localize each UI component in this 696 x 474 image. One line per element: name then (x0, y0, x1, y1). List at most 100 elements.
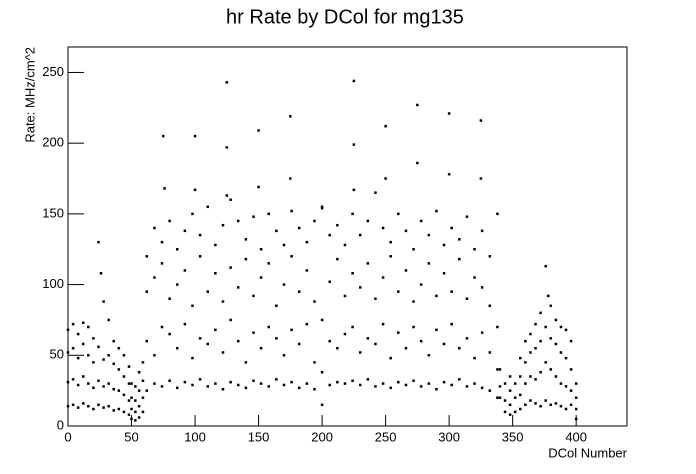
point (389, 240, 392, 244)
point (117, 368, 121, 371)
point (529, 351, 532, 354)
point (574, 382, 578, 385)
point (351, 325, 354, 329)
point (574, 417, 578, 421)
point (508, 389, 512, 392)
point (275, 378, 278, 381)
point (76, 383, 80, 387)
point (127, 399, 131, 402)
point (427, 233, 431, 237)
point (297, 342, 301, 346)
point (465, 385, 469, 388)
point (134, 385, 137, 388)
point (465, 337, 469, 340)
x-tick-label: 150 (248, 429, 270, 444)
point (145, 339, 149, 343)
point (503, 399, 507, 402)
point (259, 276, 263, 279)
point (244, 361, 248, 364)
point (503, 410, 507, 414)
point (435, 328, 438, 332)
point (137, 371, 141, 374)
point (153, 226, 156, 230)
point (465, 215, 469, 218)
x-tick-label: 50 (124, 429, 138, 444)
point (134, 410, 137, 414)
point (92, 386, 95, 390)
point (450, 226, 453, 230)
y-tick-label: 0 (57, 417, 64, 432)
point (134, 399, 137, 402)
point (102, 406, 105, 409)
point (102, 385, 105, 388)
point (412, 325, 415, 329)
point (160, 385, 164, 388)
point (546, 294, 550, 298)
point (513, 382, 517, 385)
point (554, 342, 558, 346)
point (137, 416, 141, 419)
point (130, 382, 133, 385)
point (87, 404, 90, 408)
point (358, 233, 362, 237)
point (214, 382, 217, 385)
point (374, 191, 377, 194)
point (544, 264, 547, 268)
point (168, 379, 171, 382)
point (366, 378, 370, 381)
point (221, 223, 225, 227)
point (529, 399, 532, 402)
point (352, 188, 356, 192)
point (544, 361, 547, 364)
point (358, 286, 362, 289)
point (236, 339, 240, 343)
point (496, 325, 499, 329)
point (569, 403, 573, 407)
point (488, 389, 492, 392)
point (519, 356, 522, 360)
point (122, 410, 126, 414)
point (404, 229, 408, 233)
point (81, 321, 85, 325)
point (191, 356, 194, 360)
point (473, 247, 476, 251)
point (275, 304, 278, 308)
point (76, 332, 80, 336)
y-tick-label: 100 (42, 276, 64, 291)
point (267, 212, 270, 216)
point (554, 375, 558, 378)
point (206, 385, 209, 388)
point (153, 354, 156, 357)
point (554, 318, 558, 322)
point (81, 375, 85, 378)
point (313, 300, 316, 303)
point (71, 403, 75, 407)
point (168, 297, 171, 300)
point (198, 233, 202, 237)
point (282, 283, 286, 286)
point (343, 382, 347, 385)
point (473, 276, 476, 279)
point (99, 272, 103, 275)
point (479, 177, 483, 180)
y-tick-label: 200 (42, 135, 64, 150)
point (320, 206, 324, 210)
point (198, 255, 202, 258)
point (176, 346, 179, 350)
point (442, 272, 446, 275)
point (252, 379, 255, 382)
point (549, 304, 553, 308)
point (97, 403, 100, 407)
point (229, 318, 232, 322)
point (508, 413, 512, 416)
point (564, 407, 568, 411)
point (225, 146, 229, 149)
point (214, 272, 217, 275)
point (559, 404, 563, 408)
point (225, 194, 229, 197)
point (351, 379, 354, 382)
point (529, 332, 532, 336)
point (564, 328, 568, 332)
point (412, 379, 415, 382)
